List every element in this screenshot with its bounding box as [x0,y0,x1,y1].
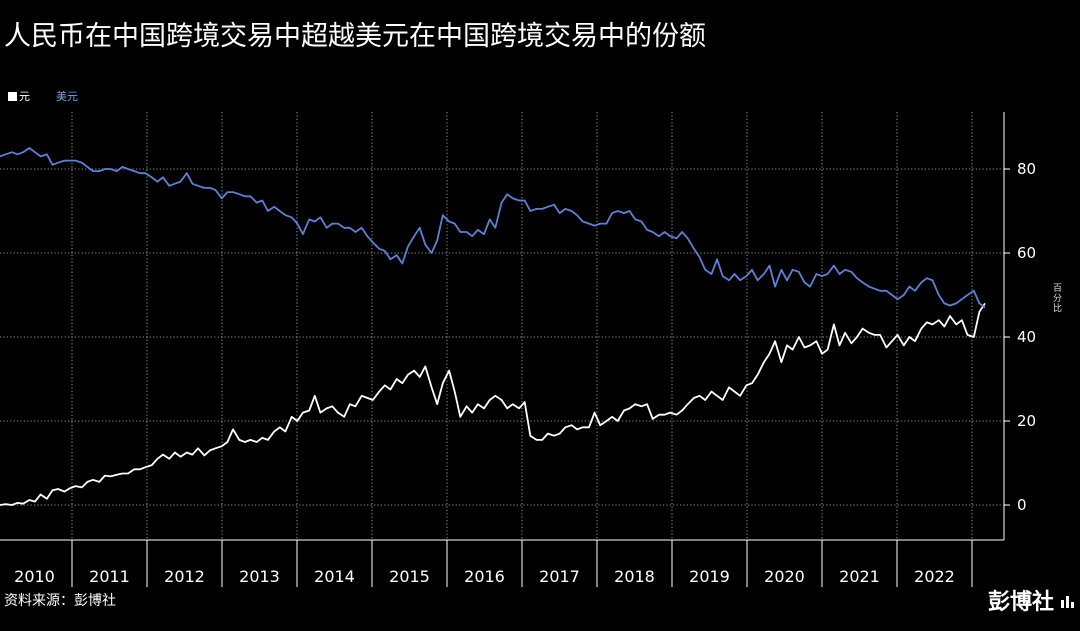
y-tick-label: 80 [1017,160,1036,178]
x-tick-label: 2021 [839,567,880,586]
x-tick-label: 2013 [239,567,280,586]
x-tick-label: 2022 [914,567,955,586]
x-tick-label: 2015 [389,567,430,586]
brand-label: 彭博社 [987,590,1054,615]
chart-title: 人民币在中国跨境交易中超越美元在中国跨境交易中的份额 [4,21,706,52]
y-tick-label: 60 [1017,244,1036,262]
y-axis-unit-label: 百分比 [1053,284,1063,314]
y-tick-label: 20 [1017,412,1036,430]
x-tick-label: 2014 [314,567,355,586]
x-tick-label: 2019 [689,567,730,586]
legend-swatch-cny [8,91,17,101]
x-tick-label: 2016 [464,567,505,586]
legend-item-usd: 美元 [56,88,78,104]
x-tick-label: 2018 [614,567,655,586]
source-note: 资料来源：彭博社 [4,593,116,609]
series-lines [0,147,986,506]
x-tick-label: 2010 [14,567,55,586]
legend-label-usd: 美元 [56,90,78,103]
x-tick-label: 2020 [764,567,805,586]
x-tick-label: 2012 [164,567,205,586]
chart-legend: 元 美元 [8,88,78,104]
y-axis: 0 20 40 60 80 [1003,112,1036,540]
series-line-usd [0,147,986,309]
legend-item-cny: 元 [8,88,30,104]
x-axis: 2010 2011 2012 2013 2014 2015 2016 2017 2018 2019… [0,539,1004,587]
y-tick-label: 0 [1017,496,1027,514]
series-line-cny [0,302,986,506]
legend-label-cny: 元 [19,90,30,103]
bar-chart-icon [1061,596,1074,608]
x-tick-label: 2017 [539,567,580,586]
y-tick-label: 40 [1017,328,1036,346]
x-tick-label: 2011 [89,567,130,586]
